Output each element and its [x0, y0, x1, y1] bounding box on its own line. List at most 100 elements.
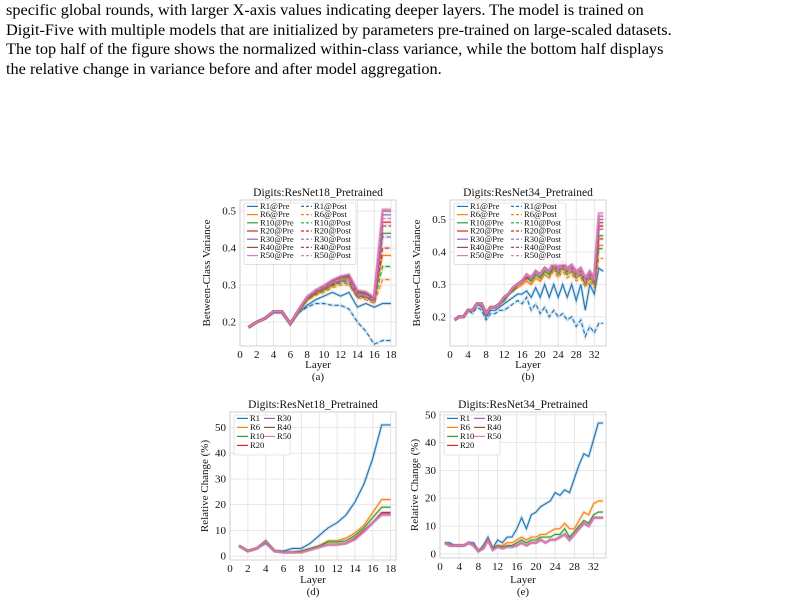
x-tick-label: 32 — [588, 561, 599, 573]
caption-line: specific global rounds, with larger X-ax… — [6, 0, 644, 19]
x-tick-label: 4 — [271, 349, 277, 361]
legend-box — [243, 202, 357, 265]
legend-label: R20@Pre — [470, 226, 504, 236]
x-tick-label: 28 — [569, 561, 581, 573]
x-tick-label: 6 — [281, 563, 287, 575]
y-tick-label: 0.4 — [222, 243, 236, 255]
legend-label: R6@Pre — [260, 209, 290, 219]
y-tick-label: 0.5 — [222, 206, 236, 218]
x-tick-label: 28 — [571, 349, 583, 361]
x-tick-label: 20 — [535, 349, 547, 361]
legend-label: R10 — [250, 431, 264, 441]
plot-frame — [439, 411, 607, 559]
x-tick-label: 6 — [288, 349, 294, 361]
legend-label: R1 — [460, 413, 470, 423]
plot-frame — [229, 411, 397, 561]
x-tick-label: 10 — [318, 349, 330, 361]
panel-label: (d) — [307, 586, 320, 598]
legend-label: R6@Pre — [470, 209, 500, 219]
legend-label: R10@Post — [524, 217, 562, 227]
legend-label: R6@Post — [314, 209, 347, 219]
x-tick-label: 4 — [456, 561, 462, 573]
x-tick-label: 2 — [254, 349, 260, 361]
legend-label: R30@Pre — [470, 234, 504, 244]
x-tick-label: 18 — [385, 349, 397, 361]
y-tick-label: 0.3 — [432, 279, 446, 291]
y-tick-label: 0.2 — [222, 316, 236, 328]
legend-label: R10 — [460, 431, 474, 441]
legend-label: R40@Post — [524, 242, 562, 252]
x-tick-label: 14 — [349, 563, 361, 575]
legend-label: R50 — [277, 431, 291, 441]
legend-label: R50 — [487, 431, 501, 441]
y-tick-label: 20 — [215, 499, 227, 511]
legend-label: R20@Pre — [260, 226, 294, 236]
x-tick-label: 20 — [530, 561, 542, 573]
y-axis-label: Between-Class Variance — [411, 219, 423, 326]
legend-label: R6@Post — [524, 209, 557, 219]
x-tick-label: 8 — [299, 563, 305, 575]
x-axis-label: Layer — [515, 359, 541, 371]
series-band — [247, 301, 391, 347]
series-line — [444, 517, 604, 552]
legend-label: R20 — [460, 440, 474, 450]
x-tick-label: 2 — [245, 563, 251, 575]
legend-label: R1@Pre — [260, 201, 290, 211]
y-tick-label: 0.5 — [432, 214, 446, 226]
x-axis-label: Layer — [305, 359, 331, 371]
series-line — [238, 506, 391, 553]
legend-label: R30@Post — [314, 234, 352, 244]
x-tick-label: 12 — [332, 563, 343, 575]
x-tick-label: 24 — [553, 349, 565, 361]
x-tick-label: 10 — [314, 563, 326, 575]
x-tick-label: 0 — [437, 561, 443, 573]
series-line — [454, 296, 604, 338]
x-tick-label: 4 — [465, 349, 471, 361]
x-tick-label: 32 — [589, 349, 600, 361]
legend-label: R1 — [250, 413, 260, 423]
series-line — [454, 215, 604, 321]
legend-label: R6 — [460, 422, 471, 432]
y-tick-label: 0 — [431, 548, 437, 560]
x-tick-label: 8 — [483, 349, 489, 361]
legend-label: R40@Pre — [470, 242, 504, 252]
chart-title: Digits:ResNet18_Pretrained — [248, 399, 378, 411]
panel-label: (b) — [522, 371, 535, 383]
y-tick-label: 20 — [425, 493, 437, 505]
chart-panel-e: Digits:ResNet34_Pretrained 0 4 8 12 16 20 24 28 3… — [409, 399, 607, 598]
x-tick-label: 4 — [263, 563, 269, 575]
y-tick-label: 50 — [215, 422, 227, 434]
legend-label: R50@Post — [524, 250, 562, 260]
y-tick-label: 0.2 — [432, 311, 446, 323]
legend-label: R30@Post — [524, 234, 562, 244]
x-tick-label: 0 — [227, 563, 233, 575]
legend-label: R30 — [487, 413, 501, 423]
chart-title: Digits:ResNet34_Pretrained — [463, 187, 593, 199]
legend-label: R30@Pre — [260, 234, 294, 244]
y-tick-label: 0.3 — [222, 280, 236, 292]
legend-label: R6 — [250, 422, 261, 432]
x-tick-label: 12 — [492, 561, 503, 573]
legend-label: R40 — [487, 422, 501, 432]
legend-label: R50@Pre — [260, 250, 294, 260]
legend-label: R50@Pre — [470, 250, 504, 260]
y-tick-label: 40 — [215, 448, 227, 460]
panel-label: (a) — [312, 371, 325, 383]
y-tick-label: 30 — [215, 473, 227, 485]
series-line — [444, 422, 604, 552]
legend-label: R20@Post — [314, 226, 352, 236]
y-tick-label: 10 — [215, 525, 227, 537]
caption-line: Digit-Five with multiple models that are… — [6, 19, 672, 39]
legend-label: R10@Pre — [260, 217, 294, 227]
legend-label: R10@Post — [314, 217, 352, 227]
caption-line: The top half of the figure shows the nor… — [6, 39, 664, 59]
chart-panel-b: Digits:ResNet34_Pretrained 0 4 8 12 16 20 24 28 3… — [411, 187, 607, 383]
x-axis-label: Layer — [510, 574, 536, 586]
y-tick-label: 30 — [425, 465, 437, 477]
legend-label: R1@Post — [314, 201, 347, 211]
x-tick-label: 8 — [476, 561, 482, 573]
legend-label: R30 — [277, 413, 291, 423]
legend-label: R10@Pre — [470, 217, 504, 227]
y-tick-label: 40 — [425, 437, 437, 449]
y-axis-label: Between-Class Variance — [201, 219, 213, 326]
